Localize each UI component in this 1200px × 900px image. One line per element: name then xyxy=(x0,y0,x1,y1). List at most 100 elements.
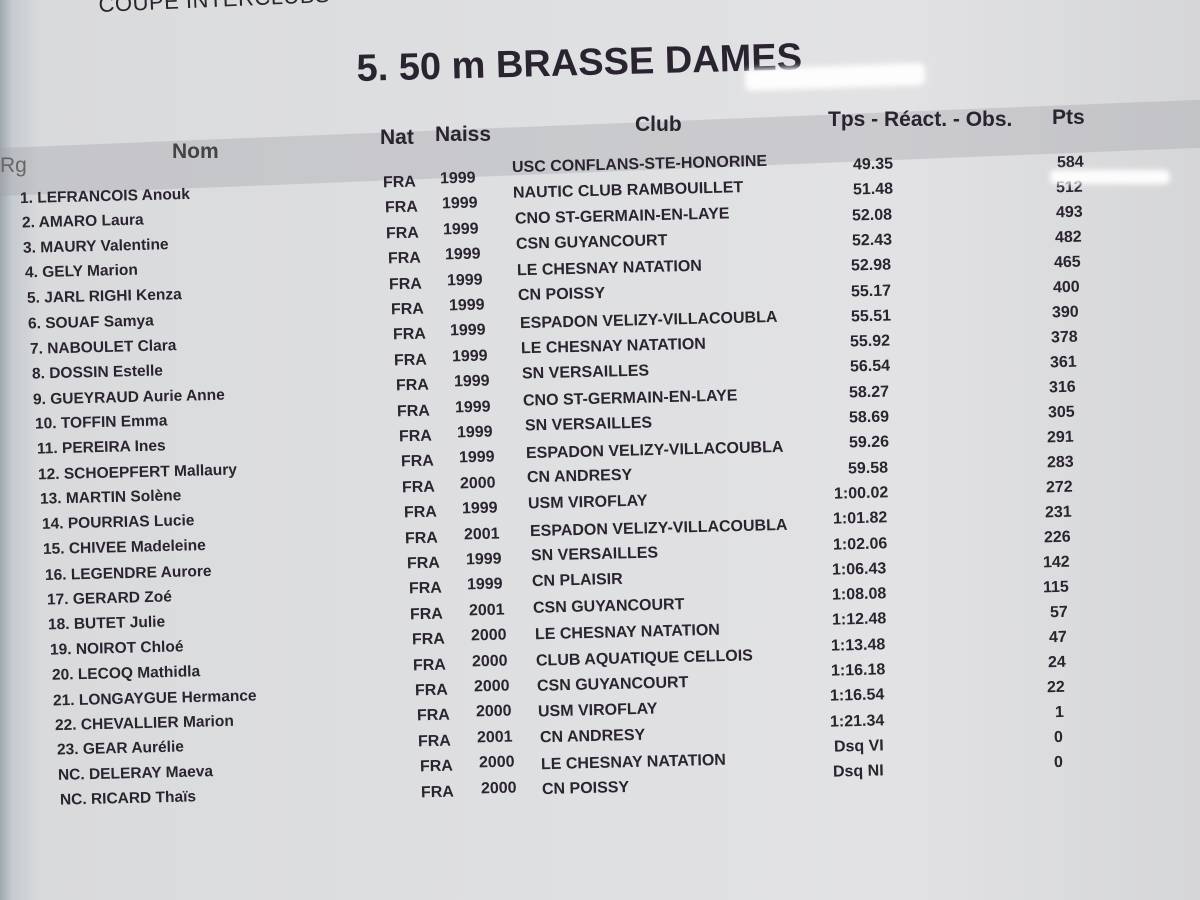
row-time: 55.17 xyxy=(850,282,892,300)
row-club: CN ANDRESY xyxy=(539,726,645,747)
row-club: CN ANDRESY xyxy=(526,466,633,487)
row-pts: 142 xyxy=(1042,553,1070,572)
row-club: USM VIROFLAY xyxy=(538,700,658,721)
row-year: 2000 xyxy=(470,626,507,645)
row-nat: FRA xyxy=(417,732,452,751)
row-pts: 291 xyxy=(1047,428,1075,447)
row-year: 1999 xyxy=(453,372,490,391)
row-name: 10. TOFFIN Emma xyxy=(34,412,168,433)
row-pts: 0 xyxy=(1053,753,1063,772)
row-name: 1. LEFRANCOIS Anouk xyxy=(19,185,191,208)
row-club: LE CHESNAY NATATION xyxy=(540,751,726,774)
row-club: USM VIROFLAY xyxy=(528,492,648,513)
row-pts: 390 xyxy=(1051,303,1079,322)
row-club: CNO ST-GERMAIN-EN-LAYE xyxy=(514,205,730,228)
row-time: 58.69 xyxy=(848,408,890,427)
row-nat: FRA xyxy=(390,300,425,319)
row-name: NC. DELERAY Maeva xyxy=(58,763,214,785)
row-name: 17. GERARD Zoé xyxy=(46,588,172,609)
row-time: 52.08 xyxy=(851,206,893,225)
row-club: CSN GUYANCOURT xyxy=(533,596,685,617)
row-year: 2000 xyxy=(472,652,509,671)
row-time: 1:16.18 xyxy=(830,661,886,680)
row-name: 13. MARTIN Solène xyxy=(39,487,182,508)
row-time: 1:00.02 xyxy=(833,484,888,503)
row-time: 1:21.34 xyxy=(829,711,885,731)
row-name: 18. BUTET Julie xyxy=(48,613,166,634)
row-pts: 316 xyxy=(1048,378,1077,397)
row-year: 1999 xyxy=(456,423,493,442)
row-pts: 361 xyxy=(1049,353,1078,372)
row-year: 1999 xyxy=(448,296,485,315)
row-year: 1999 xyxy=(446,271,483,290)
row-club: CNO ST-GERMAIN-EN-LAYE xyxy=(523,387,738,410)
row-nat: FRA xyxy=(395,376,429,395)
row-name: 15. CHIVEE Madeleine xyxy=(43,537,207,559)
row-pts: 400 xyxy=(1052,278,1080,297)
row-time: 1:06.43 xyxy=(832,560,887,579)
header-birth: Naiss xyxy=(435,123,492,146)
row-year: 2000 xyxy=(460,474,497,493)
row-club: CSN GUYANCOURT xyxy=(536,674,689,695)
row-nat: FRA xyxy=(387,249,421,268)
row-year: 2001 xyxy=(463,525,500,544)
row-club: CN POISSY xyxy=(541,778,630,799)
row-time: 52.98 xyxy=(851,256,892,275)
glare xyxy=(1050,170,1170,184)
row-nat: FRA xyxy=(406,554,441,573)
row-name: 8. DOSSIN Estelle xyxy=(31,362,163,383)
header-club: Club xyxy=(635,113,682,136)
row-club: ESPADON VELIZY-VILLACOUBLA xyxy=(519,308,778,333)
row-time: 1:02.06 xyxy=(832,534,888,554)
row-year: 1999 xyxy=(458,448,495,467)
row-year: 1999 xyxy=(465,550,502,569)
row-nat: FRA xyxy=(400,452,434,471)
row-time: 1:16.54 xyxy=(830,686,885,705)
row-nat: FRA xyxy=(416,706,450,725)
row-club: LE CHESNAY NATATION xyxy=(534,621,720,644)
row-name: 4. GELY Marion xyxy=(24,261,139,282)
row-club: NAUTIC CLUB RAMBOUILLET xyxy=(513,179,744,202)
header-rank: Rg xyxy=(0,154,27,177)
row-name: 5. JARL RIGHI Kenza xyxy=(26,286,182,308)
row-club: ESPADON VELIZY-VILLACOUBLA xyxy=(529,516,788,541)
row-time: 52.43 xyxy=(851,231,893,250)
row-nat: FRA xyxy=(384,198,418,217)
competition-title: COUPE INTERCLUBS xyxy=(98,0,331,18)
row-name: 22. CHEVALLIER Marion xyxy=(54,712,235,735)
row-club: LE CHESNAY NATATION xyxy=(516,257,703,280)
row-pts: 24 xyxy=(1047,653,1067,672)
header-time: Tps - Réact. - Obs. xyxy=(828,108,1013,131)
row-pts: 493 xyxy=(1055,203,1083,222)
row-nat: FRA xyxy=(409,605,444,624)
row-nat: FRA xyxy=(408,579,442,598)
row-name: NC. RICARD Thaïs xyxy=(59,788,197,810)
row-pts: 226 xyxy=(1043,528,1071,547)
row-club: CSN GUYANCOURT xyxy=(515,232,668,253)
row-pts: 305 xyxy=(1048,403,1076,422)
header-points: Pts xyxy=(1052,106,1085,129)
row-time: Dsq NI xyxy=(832,762,884,781)
row-time: 1:01.82 xyxy=(832,509,888,528)
row-pts: 378 xyxy=(1050,328,1078,347)
row-name: 9. GUEYRAUD Aurie Anne xyxy=(33,386,226,409)
row-year: 1999 xyxy=(449,321,486,340)
row-time: 51.48 xyxy=(852,180,893,199)
row-name: 11. PEREIRA Ines xyxy=(36,437,166,458)
row-year: 2000 xyxy=(473,677,510,696)
row-name: 12. SCHOEPFERT Mallaury xyxy=(38,461,238,484)
row-year: 1999 xyxy=(455,398,492,417)
row-pts: 283 xyxy=(1046,453,1074,472)
row-year: 1999 xyxy=(441,194,478,213)
row-time: 1:13.48 xyxy=(830,636,886,655)
row-name: 7. NABOULET Clara xyxy=(29,336,177,358)
row-time: 56.54 xyxy=(849,357,891,376)
row-club: CN POISSY xyxy=(518,284,606,305)
row-year: 1999 xyxy=(451,347,488,366)
row-club: LE CHESNAY NATATION xyxy=(520,335,706,358)
row-club: SN VERSAILLES xyxy=(521,362,650,383)
row-nat: FRA xyxy=(382,173,417,192)
row-pts: 482 xyxy=(1054,228,1082,247)
row-pts: 465 xyxy=(1053,253,1081,272)
row-time: 59.26 xyxy=(848,433,889,452)
